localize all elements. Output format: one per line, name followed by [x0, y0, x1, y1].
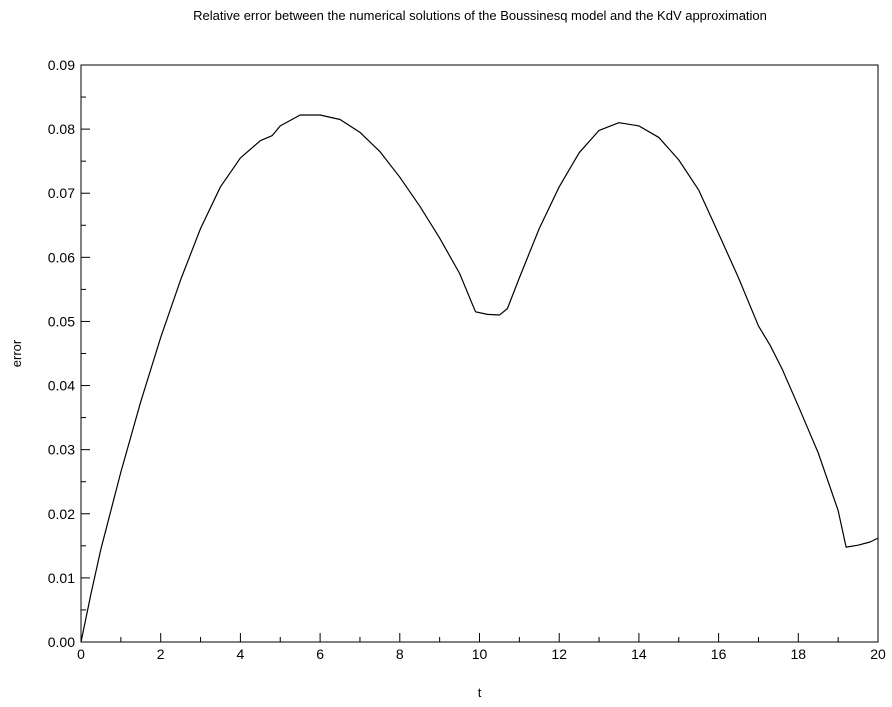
x-tick-label: 8 [396, 646, 404, 662]
plot-frame [80, 64, 879, 643]
x-tick-label: 14 [631, 646, 647, 662]
y-tick-label: 0.05 [48, 313, 75, 329]
x-tick-label: 10 [472, 646, 488, 662]
x-tick-label: 0 [77, 646, 85, 662]
chart-title: Relative error between the numerical sol… [193, 8, 767, 23]
y-tick-label: 0.08 [48, 121, 75, 137]
x-tick-label: 12 [551, 646, 567, 662]
x-tick-label: 18 [791, 646, 807, 662]
y-tick-label: 0.03 [48, 442, 75, 458]
y-tick-label: 0.07 [48, 185, 75, 201]
x-tick-label: 16 [711, 646, 727, 662]
x-tick-label: 4 [237, 646, 245, 662]
x-tick-label: 2 [157, 646, 165, 662]
y-axis-title: error [9, 339, 24, 367]
x-tick-label: 20 [870, 646, 886, 662]
y-tick-label: 0.00 [48, 634, 75, 650]
y-tick-label: 0.02 [48, 506, 75, 522]
y-tick-label: 0.09 [48, 57, 75, 73]
y-tick-label: 0.04 [48, 378, 75, 394]
y-tick-label: 0.01 [48, 570, 75, 586]
error-series-line [80, 114, 879, 643]
x-tick-label: 6 [316, 646, 324, 662]
y-tick-label: 0.06 [48, 249, 75, 265]
x-axis-title: t [478, 685, 482, 700]
